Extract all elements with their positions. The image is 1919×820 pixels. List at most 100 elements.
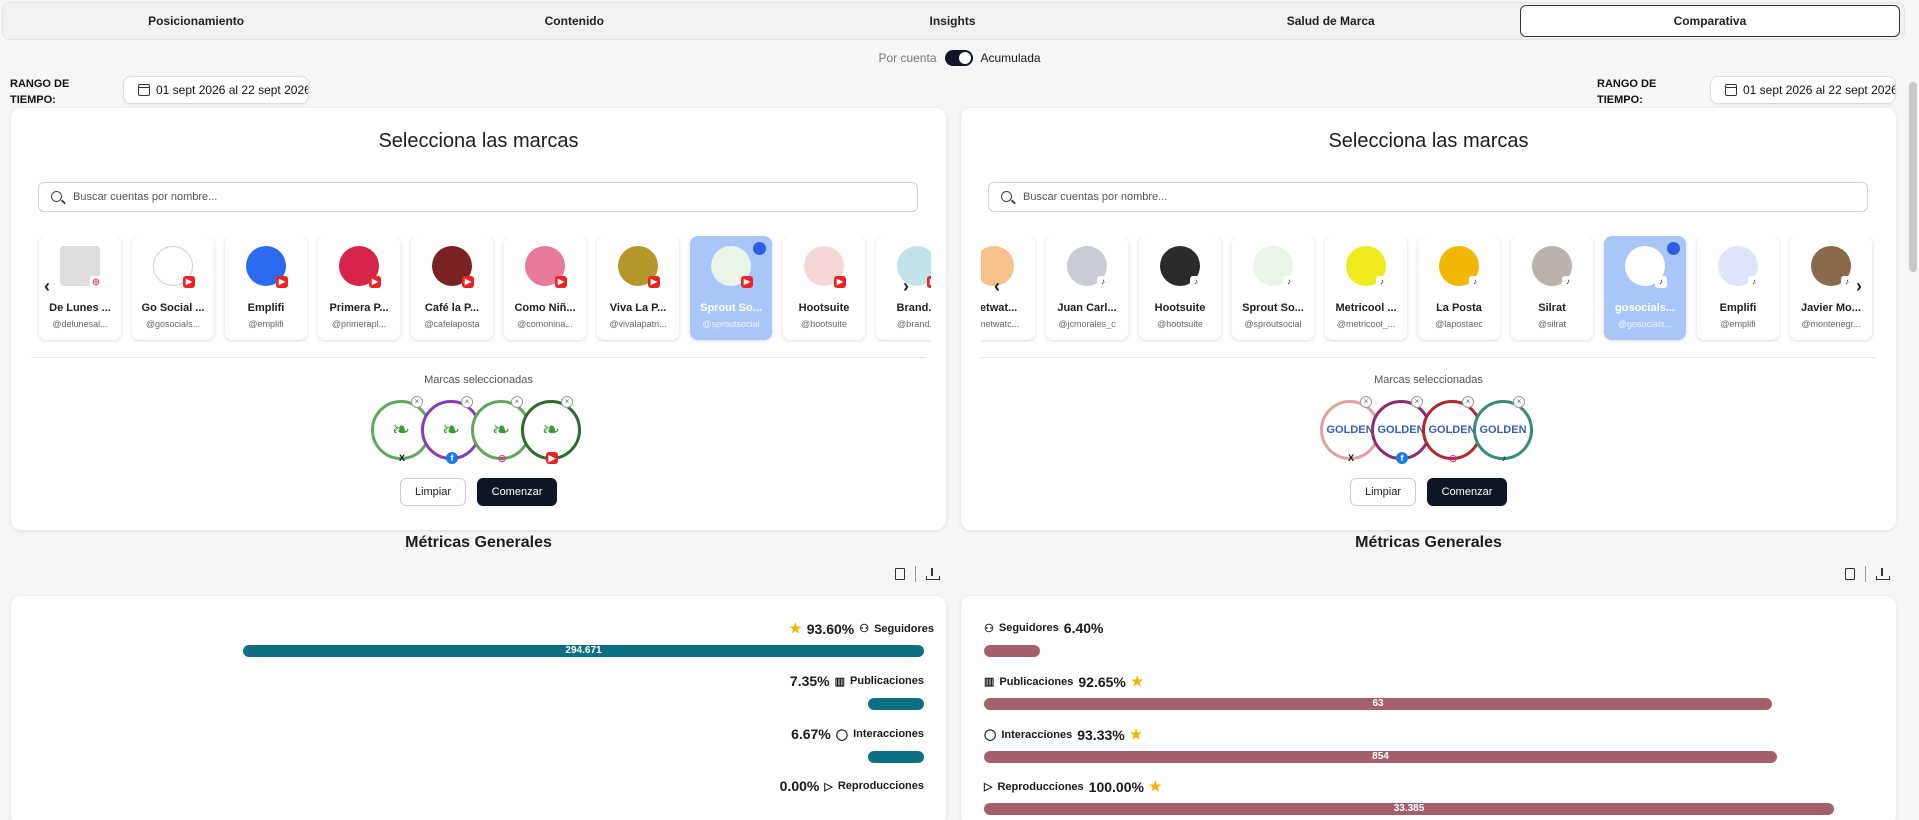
brand-selector-right: Selecciona las marcas Buscar cuentas por… xyxy=(961,108,1896,530)
metrics-panel-right: ⚇ Seguidores 6.40% ▥ Publicaciones 92.65… xyxy=(961,596,1896,820)
date-range-picker-left[interactable]: 01 sept 2026 al 22 sept 2026 xyxy=(123,76,309,104)
remove-brand-icon[interactable]: × xyxy=(1462,396,1474,408)
brand-card[interactable]: ▶ Como Niñ... @comonina... xyxy=(504,236,586,340)
brand-card[interactable]: ▶ Hootsuite @hootsuite xyxy=(783,236,865,340)
bar-chart-icon: ▥ xyxy=(984,676,995,688)
brand-card[interactable]: ▶ Emplifi @emplifi xyxy=(225,236,307,340)
brand-name: De Lunes ... xyxy=(49,302,111,314)
carousel-prev-icon[interactable]: ‹ xyxy=(44,276,50,296)
brand-card[interactable]: ♪ La Posta @lapostaec xyxy=(1418,236,1500,340)
brand-card[interactable]: ♪ Javier Mo... @montenegr... xyxy=(1790,236,1872,340)
brand-handle: @primerapl... xyxy=(331,319,387,329)
start-button[interactable]: Comenzar xyxy=(477,478,557,506)
carousel-prev-icon[interactable]: ‹ xyxy=(994,276,1000,296)
youtube-icon: ▶ xyxy=(834,276,846,288)
brand-card[interactable]: ▶ Go Social ... @gosocials... xyxy=(132,236,214,340)
brand-card-selected[interactable]: ▶ Sprout So... @sproutsocial xyxy=(690,236,772,340)
brand-card[interactable]: ◎ De Lunes ... @delunesal... xyxy=(39,236,121,340)
remove-brand-icon[interactable]: × xyxy=(1411,396,1423,408)
divider xyxy=(915,566,916,582)
tab-contenido[interactable]: Contenido xyxy=(544,14,604,28)
tiktok-icon: ♪ xyxy=(1283,276,1295,288)
brand-card[interactable]: ♪ Sprout So... @sproutsocial xyxy=(1232,236,1314,340)
panel-title: Selecciona las marcas xyxy=(378,130,579,152)
brand-card[interactable]: ▶ Café la P... @cafelaposta xyxy=(411,236,493,340)
brand-card-selected[interactable]: ♪ gosocials... @gosocials... xyxy=(1604,236,1686,340)
youtube-icon: ▶ xyxy=(741,276,753,288)
brand-handle: @silrat xyxy=(1537,319,1567,329)
brand-card[interactable]: ♪ Juan Carl... @jcmorales_c xyxy=(1046,236,1128,340)
remove-brand-icon[interactable]: × xyxy=(511,396,523,408)
metrics-actions-left xyxy=(895,566,940,582)
metrics-actions-right xyxy=(1845,566,1890,582)
remove-brand-icon[interactable]: × xyxy=(1513,396,1525,408)
date-range-picker-right[interactable]: 01 sept 2026 al 22 sept 2026 xyxy=(1710,76,1896,104)
brand-card[interactable]: ♪ Emplifi @emplifi xyxy=(1697,236,1779,340)
tab-salud-de-marca[interactable]: Salud de Marca xyxy=(1286,14,1375,28)
download-icon[interactable] xyxy=(1876,568,1890,580)
brand-handle: @montenegr... xyxy=(1801,319,1861,329)
metric-percent: 6.67% xyxy=(791,726,831,742)
brand-name: Hootsuite xyxy=(798,302,850,314)
tiktok-icon: ♪ xyxy=(1376,276,1388,288)
brand-name: Brand... xyxy=(896,302,931,314)
bar-chart-icon: ▥ xyxy=(834,675,846,688)
selected-brands-label: Marcas seleccionadas xyxy=(424,374,533,386)
brand-card[interactable]: ▶ Primera P... @primerapl... xyxy=(318,236,400,340)
carousel-next-icon[interactable]: › xyxy=(903,276,909,296)
clear-button[interactable]: Limpiar xyxy=(400,478,466,506)
export-file-icon[interactable] xyxy=(895,568,905,580)
metric-bar xyxy=(868,698,924,710)
brand-handle: @gosocials... xyxy=(145,319,201,329)
toggle-label-acumulada: Acumulada xyxy=(980,51,1041,65)
metric-bar: 294.671 xyxy=(243,645,924,657)
play-icon: ▷ xyxy=(824,780,833,793)
brand-card[interactable]: ♪ Silrat @silrat xyxy=(1511,236,1593,340)
brand-handle: @jcmorales_c xyxy=(1058,319,1116,329)
brand-card[interactable]: ♪ Hootsuite @hootsuite xyxy=(1139,236,1221,340)
tab-comparativa[interactable]: Comparativa xyxy=(1519,5,1901,37)
brand-name: Como Niñ... xyxy=(514,302,576,314)
star-icon: ★ xyxy=(1130,673,1144,689)
youtube-icon: ▶ xyxy=(546,452,558,464)
search-input[interactable]: Buscar cuentas por nombre... xyxy=(988,182,1868,212)
brand-carousel: Metwat... @metwatc... ♪ Juan Carl... @jc… xyxy=(981,236,1881,342)
start-button[interactable]: Comenzar xyxy=(1427,478,1507,506)
metric-publicaciones: 7.35% ▥ Publicaciones xyxy=(790,673,924,689)
export-file-icon[interactable] xyxy=(1845,568,1855,580)
remove-brand-icon[interactable]: × xyxy=(461,396,473,408)
comment-icon: ◯ xyxy=(835,728,849,741)
accumulated-switch[interactable] xyxy=(944,50,973,66)
selected-indicator xyxy=(1667,242,1680,255)
tab-insights[interactable]: Insights xyxy=(929,14,976,28)
divider xyxy=(1865,566,1866,582)
tab-posicionamiento[interactable]: Posicionamiento xyxy=(148,14,245,28)
download-icon[interactable] xyxy=(926,568,940,580)
brand-card[interactable]: ▶ Brand... @brand... xyxy=(876,236,931,340)
range-label-line2: TIEMPO: xyxy=(1597,94,1643,106)
brand-card[interactable]: ▶ Viva La P... @vivalapatri... xyxy=(597,236,679,340)
youtube-icon: ▶ xyxy=(927,276,931,288)
page-scrollbar[interactable] xyxy=(1909,82,1917,272)
metrics-panel-left: ★ 93.60% ⚇ Seguidores 294.671 7.35% ▥ Pu… xyxy=(11,596,946,820)
brand-card[interactable]: Metwat... @metwatc... xyxy=(981,236,1035,340)
search-input[interactable]: Buscar cuentas por nombre... xyxy=(38,182,918,212)
clear-button[interactable]: Limpiar xyxy=(1350,478,1416,506)
remove-brand-icon[interactable]: × xyxy=(561,396,573,408)
range-label-line1: RANGO DE xyxy=(10,78,70,90)
brand-handle: @sproutsocial xyxy=(702,319,760,329)
remove-brand-icon[interactable]: × xyxy=(411,396,423,408)
comment-icon: ◯ xyxy=(984,729,997,741)
remove-brand-icon[interactable]: × xyxy=(1360,396,1372,408)
tiktok-icon: ♪ xyxy=(1501,453,1507,463)
instagram-icon: ◎ xyxy=(90,276,102,288)
brand-handle: @delunesal... xyxy=(52,319,108,329)
carousel-next-icon[interactable]: › xyxy=(1856,276,1862,296)
metric-label: Seguidores xyxy=(998,622,1059,634)
brand-handle: @sproutsocial xyxy=(1244,319,1302,329)
metric-percent: 93.33% xyxy=(1077,726,1125,743)
brand-card[interactable]: ♪ Metricool ... @metricool_... xyxy=(1325,236,1407,340)
metric-percent: 92.65% xyxy=(1078,673,1126,690)
switch-knob xyxy=(958,52,971,64)
tiktok-icon: ♪ xyxy=(1748,276,1760,288)
